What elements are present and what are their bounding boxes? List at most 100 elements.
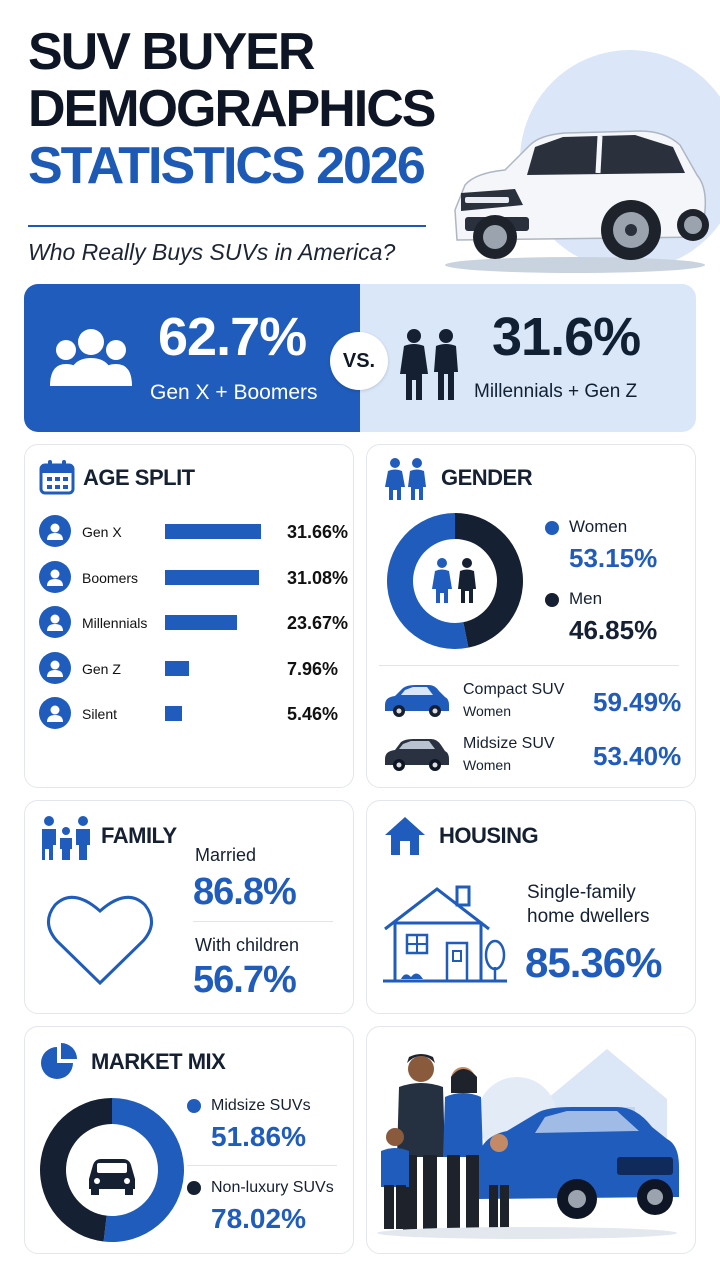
heart-icon (47, 895, 153, 986)
family-with-suv-illustration (377, 1049, 679, 1239)
age-row: Boomers 31.08% (39, 560, 348, 597)
person-avatar-icon (39, 697, 71, 729)
age-row: Millennials 23.67% (39, 606, 348, 642)
gender-title: GENDER (441, 465, 533, 490)
age-bar (165, 706, 182, 721)
compact-suv-row: Compact SUV Women 59.49% (381, 681, 681, 727)
age-group-value: 31.08% (287, 567, 349, 588)
gender-divider (379, 665, 679, 666)
family-divider (193, 921, 333, 922)
age-split-title: AGE SPLIT (83, 465, 195, 490)
page-subtitle: Who Really Buys SUVs in America? (28, 239, 396, 265)
market-mix-card: MARKET MIX Midsize SUVs 51.86% Non-luxur… (24, 1026, 354, 1254)
nonlux-value: 78.02% (211, 1203, 306, 1234)
house-icon (385, 817, 425, 855)
versus-badge: VS. (330, 332, 388, 390)
age-group-label: Millennials (82, 615, 148, 631)
person-avatar-icon (39, 651, 71, 684)
men-dot (545, 592, 559, 607)
versus-banner: 62.7% Gen X + Boomers 31.6% Millennials … (24, 284, 696, 432)
blue-sedan-icon (385, 685, 449, 717)
pie-chart-icon (41, 1043, 77, 1079)
housing-label-line-1: Single-family (527, 882, 636, 903)
age-group-value: 31.66% (287, 522, 349, 542)
housing-title: HOUSING (439, 823, 539, 848)
midsize-legend: Midsize SUVs (187, 1097, 311, 1115)
age-bar (165, 569, 259, 585)
housing-label-line-2: home dwellers (527, 906, 650, 927)
women-legend: Women (545, 517, 627, 537)
housing-card: HOUSING Single-family home dwellers 85.3… (366, 800, 696, 1014)
age-group-label: Silent (82, 706, 118, 722)
midsize-dot (187, 1098, 201, 1113)
age-group-value: 5.46% (287, 704, 339, 724)
gender-icon (385, 458, 426, 500)
housing-label: Single-family home dwellers (527, 881, 650, 929)
younger-gens-label: Millennials + Gen Z (474, 381, 638, 402)
married-label: Married (195, 845, 257, 865)
age-bar (165, 524, 261, 539)
older-gens-value: 62.7% (158, 307, 307, 367)
midsize-label: Midsize SUVs (211, 1097, 311, 1114)
older-gens-label: Gen X + Boomers (150, 381, 318, 404)
compact-suv-value: 59.49% (593, 687, 682, 717)
age-group-label: Gen Z (82, 660, 121, 677)
children-value: 56.7% (193, 959, 297, 1001)
calendar-icon (39, 460, 75, 495)
family-title: FAMILY (101, 823, 177, 848)
married-value: 86.8% (193, 871, 297, 913)
men-label: Men (569, 589, 603, 608)
women-slice (387, 513, 469, 649)
age-group-label: Boomers (82, 569, 139, 586)
age-group-value: 7.96% (287, 658, 339, 679)
versus-left-panel: 62.7% Gen X + Boomers (24, 284, 360, 432)
title-line-2: DEMOGRAPHICS (28, 80, 436, 138)
midsize-slice (103, 1098, 184, 1242)
age-group-value: 23.67% (287, 613, 349, 633)
person-avatar-icon (39, 515, 71, 547)
white-suv-illustration (445, 130, 709, 273)
title-line-3: STATISTICS 2026 (28, 137, 426, 195)
family-suv-illustration-card (366, 1026, 696, 1254)
women-label: Women (569, 517, 628, 536)
age-row: Gen X 31.66% (39, 515, 348, 551)
midsize-suv-sub: Women (463, 757, 511, 773)
housing-value: 85.36% (525, 939, 662, 986)
title-divider (28, 225, 426, 227)
gender-card: GENDER Women 53.15% Men 46.85% Compact S… (366, 444, 696, 788)
page-title: SUV BUYER DEMOGRAPHICS STATISTICS 2026 (28, 23, 436, 195)
market-mix-title: MARKET MIX (91, 1049, 226, 1074)
midsize-suv-label: Midsize SUV (463, 735, 555, 752)
men-legend: Men (545, 589, 602, 609)
couple-center-icon (432, 558, 476, 603)
single-family-home-illustration (383, 885, 507, 983)
younger-gens-value: 31.6% (492, 307, 641, 367)
age-bar (165, 615, 237, 630)
person-avatar-icon (39, 560, 71, 593)
compact-suv-sub: Women (463, 703, 511, 719)
age-split-card: AGE SPLIT Gen X 31.66% Boomers 31.08% Millen… (24, 444, 354, 788)
men-value: 46.85% (569, 615, 658, 645)
couple-icon (400, 329, 458, 400)
age-row: Silent 5.46% (39, 697, 339, 733)
title-line-1: SUV BUYER (28, 23, 315, 81)
group-people-icon (50, 329, 132, 386)
men-slice (455, 513, 524, 648)
market-mix-donut-chart (39, 1098, 184, 1242)
family-icon (42, 816, 90, 860)
family-card: FAMILY Married 86.8% With children 56.7% (24, 800, 354, 1014)
midsize-suv-row: Midsize SUV Women 53.40% (381, 735, 681, 781)
age-row: Gen Z 7.96% (39, 651, 339, 688)
dark-suv-icon (385, 739, 449, 771)
midsize-suv-value: 53.40% (593, 741, 682, 771)
nonlux-dot (187, 1180, 201, 1195)
nonlux-legend: Non-luxury SUVs (187, 1179, 334, 1197)
versus-right-panel: 31.6% Millennials + Gen Z (360, 284, 696, 432)
car-center-icon (89, 1159, 135, 1195)
person-avatar-icon (39, 606, 71, 638)
age-group-label: Gen X (82, 524, 122, 540)
nonlux-label: Non-luxury SUVs (211, 1179, 334, 1196)
compact-suv-label: Compact SUV (463, 681, 565, 698)
age-bar (165, 660, 189, 676)
midsize-value: 51.86% (211, 1121, 306, 1152)
